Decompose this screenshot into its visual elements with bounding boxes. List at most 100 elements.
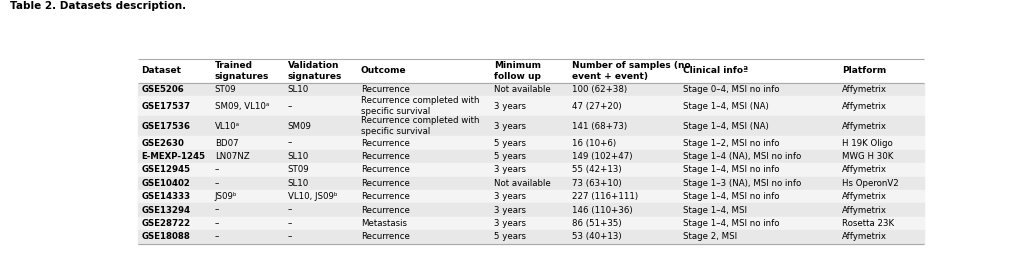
Text: SL10: SL10: [288, 152, 309, 161]
Text: 100 (62+38): 100 (62+38): [572, 85, 627, 94]
Text: Stage 1–4, MSI: Stage 1–4, MSI: [684, 206, 747, 214]
Text: 3 years: 3 years: [494, 122, 526, 131]
Text: BD07: BD07: [214, 139, 238, 148]
Text: Recurrence completed with
specific survival: Recurrence completed with specific survi…: [361, 96, 480, 116]
Bar: [138, 116, 924, 136]
Text: 3 years: 3 years: [494, 219, 526, 228]
Text: –: –: [288, 219, 292, 228]
Text: Affymetrix: Affymetrix: [842, 232, 888, 241]
Text: 149 (102+47): 149 (102+47): [572, 152, 632, 161]
Text: Recurrence: Recurrence: [361, 232, 409, 241]
Bar: [138, 163, 924, 177]
Text: Affymetrix: Affymetrix: [842, 122, 888, 131]
Bar: [138, 150, 924, 163]
Text: GSE10402: GSE10402: [142, 179, 191, 188]
Text: Recurrence completed with
specific survival: Recurrence completed with specific survi…: [361, 116, 480, 136]
Text: –: –: [214, 179, 219, 188]
Text: Stage 1–3 (NA), MSI no info: Stage 1–3 (NA), MSI no info: [684, 179, 802, 188]
Text: 86 (51+35): 86 (51+35): [572, 219, 622, 228]
Bar: [138, 96, 924, 116]
Text: 5 years: 5 years: [494, 139, 526, 148]
Text: 3 years: 3 years: [494, 206, 526, 214]
Text: Affymetrix: Affymetrix: [842, 192, 888, 201]
Text: –: –: [288, 139, 292, 148]
Text: SM09, VL10ᵃ: SM09, VL10ᵃ: [214, 102, 269, 111]
Text: Recurrence: Recurrence: [361, 192, 409, 201]
Text: GSE17536: GSE17536: [142, 122, 191, 131]
Text: LN07NZ: LN07NZ: [214, 152, 250, 161]
Bar: [138, 217, 924, 230]
Text: JS09ᵇ: JS09ᵇ: [214, 192, 237, 201]
Text: Metastasis: Metastasis: [361, 219, 407, 228]
Text: GSE18088: GSE18088: [142, 232, 191, 241]
Text: Recurrence: Recurrence: [361, 165, 409, 174]
Text: –: –: [214, 165, 219, 174]
Text: Trained
signatures: Trained signatures: [214, 61, 269, 81]
Text: 3 years: 3 years: [494, 102, 526, 111]
Text: Recurrence: Recurrence: [361, 206, 409, 214]
Text: GSE13294: GSE13294: [142, 206, 191, 214]
Bar: [138, 203, 924, 217]
Bar: [138, 230, 924, 243]
Text: Recurrence: Recurrence: [361, 85, 409, 94]
Text: Not available: Not available: [494, 85, 551, 94]
Text: Dataset: Dataset: [142, 66, 181, 75]
Text: Stage 1–2, MSI no info: Stage 1–2, MSI no info: [684, 139, 780, 148]
Text: –: –: [288, 232, 292, 241]
Text: Stage 1–4, MSI no info: Stage 1–4, MSI no info: [684, 219, 780, 228]
Bar: [138, 83, 924, 96]
Text: –: –: [214, 232, 219, 241]
Text: –: –: [288, 102, 292, 111]
Text: 141 (68+73): 141 (68+73): [572, 122, 627, 131]
Text: GSE28722: GSE28722: [142, 219, 191, 228]
Text: Hs OperonV2: Hs OperonV2: [842, 179, 899, 188]
Text: 53 (40+13): 53 (40+13): [572, 232, 622, 241]
Text: Rosetta 23K: Rosetta 23K: [842, 219, 894, 228]
Text: Not available: Not available: [494, 179, 551, 188]
Text: Recurrence: Recurrence: [361, 139, 409, 148]
Text: –: –: [214, 219, 219, 228]
Text: Stage 1–4 (NA), MSI no info: Stage 1–4 (NA), MSI no info: [684, 152, 802, 161]
Text: 227 (116+111): 227 (116+111): [572, 192, 637, 201]
Text: SM09: SM09: [288, 122, 312, 131]
Text: 5 years: 5 years: [494, 152, 526, 161]
Text: Affymetrix: Affymetrix: [842, 102, 888, 111]
Text: Stage 1–4, MSI no info: Stage 1–4, MSI no info: [684, 165, 780, 174]
Text: VL10, JS09ᵇ: VL10, JS09ᵇ: [288, 192, 338, 201]
Text: 16 (10+6): 16 (10+6): [572, 139, 615, 148]
Text: SL10: SL10: [288, 179, 309, 188]
Text: Stage 1–4, MSI (NA): Stage 1–4, MSI (NA): [684, 102, 769, 111]
Text: ST09: ST09: [214, 85, 236, 94]
Text: Stage 2, MSI: Stage 2, MSI: [684, 232, 738, 241]
Text: 5 years: 5 years: [494, 232, 526, 241]
Text: Affymetrix: Affymetrix: [842, 165, 888, 174]
Text: Validation
signatures: Validation signatures: [288, 61, 342, 81]
Text: MWG H 30K: MWG H 30K: [842, 152, 894, 161]
Text: Affymetrix: Affymetrix: [842, 206, 888, 214]
Text: 146 (110+36): 146 (110+36): [572, 206, 632, 214]
Text: Stage 0–4, MSI no info: Stage 0–4, MSI no info: [684, 85, 780, 94]
Text: Minimum
follow up: Minimum follow up: [494, 61, 541, 81]
Text: 3 years: 3 years: [494, 192, 526, 201]
Text: Recurrence: Recurrence: [361, 152, 409, 161]
Text: 73 (63+10): 73 (63+10): [572, 179, 622, 188]
Text: –: –: [214, 206, 219, 214]
Text: Affymetrix: Affymetrix: [842, 85, 888, 94]
Text: Platform: Platform: [842, 66, 887, 75]
Text: E-MEXP-1245: E-MEXP-1245: [142, 152, 205, 161]
Text: GSE14333: GSE14333: [142, 192, 191, 201]
Text: VL10ᵃ: VL10ᵃ: [214, 122, 239, 131]
Text: Clinical infoª: Clinical infoª: [684, 66, 748, 75]
Text: ST09: ST09: [288, 165, 310, 174]
Bar: [138, 136, 924, 150]
Text: Stage 1–4, MSI (NA): Stage 1–4, MSI (NA): [684, 122, 769, 131]
Text: GSE2630: GSE2630: [142, 139, 184, 148]
Text: GSE12945: GSE12945: [142, 165, 191, 174]
Text: GSE17537: GSE17537: [142, 102, 191, 111]
Text: 3 years: 3 years: [494, 165, 526, 174]
Text: Number of samples (no
event + event): Number of samples (no event + event): [572, 61, 690, 81]
Text: Recurrence: Recurrence: [361, 179, 409, 188]
Text: H 19K Oligo: H 19K Oligo: [842, 139, 893, 148]
Text: 55 (42+13): 55 (42+13): [572, 165, 622, 174]
Text: Table 2. Datasets description.: Table 2. Datasets description.: [10, 1, 186, 11]
